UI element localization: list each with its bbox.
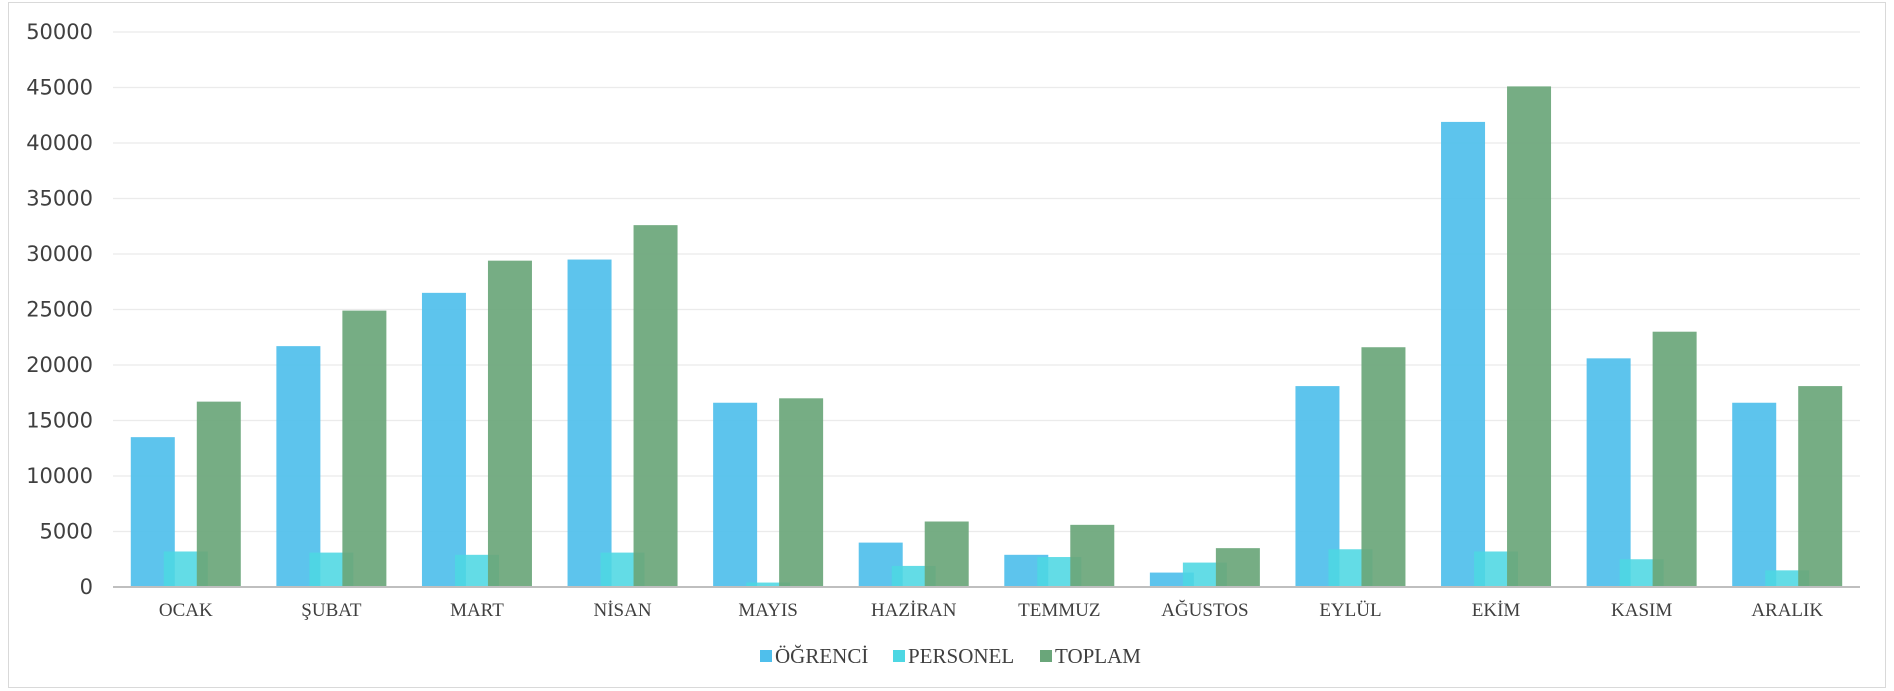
- bar-toplam: [487, 260, 532, 587]
- bar-toplam: [779, 398, 824, 587]
- bar-ogrenci: [421, 292, 466, 587]
- y-axis-ticks: 0 5000 10000 15000 20000 25000 30000 35000 40000…: [26, 20, 93, 599]
- y-tick-label: 50000: [26, 20, 93, 44]
- legend-item-toplam: TOPLAM: [1040, 644, 1141, 668]
- bar-toplam: [633, 225, 678, 587]
- legend-label: ÖĞRENCİ: [775, 644, 868, 668]
- bar-toplam: [1652, 331, 1697, 587]
- bar-toplam: [1798, 386, 1843, 587]
- x-tick-label: MART: [450, 600, 504, 621]
- x-tick-label: HAZİRAN: [871, 600, 957, 621]
- bar-toplam: [1507, 86, 1552, 587]
- bar-ogrenci: [1586, 358, 1631, 587]
- legend: ÖĞRENCİ PERSONEL TOPLAM: [760, 644, 1141, 668]
- x-tick-label: AĞUSTOS: [1161, 599, 1248, 621]
- gridlines: [113, 31, 1860, 533]
- x-tick-label: TEMMUZ: [1018, 600, 1100, 621]
- x-tick-label: EYLÜL: [1319, 600, 1381, 621]
- bar-ogrenci: [713, 402, 758, 587]
- bar-personel: [746, 582, 791, 587]
- bars: [130, 86, 1843, 587]
- y-tick-label: 20000: [26, 353, 93, 377]
- legend-label: PERSONEL: [908, 644, 1014, 668]
- bar-toplam: [1070, 524, 1115, 587]
- x-tick-label: EKİM: [1472, 600, 1521, 621]
- x-tick-label: ŞUBAT: [301, 600, 362, 621]
- legend-swatch: [893, 650, 905, 662]
- bar-toplam: [1361, 347, 1406, 587]
- y-tick-label: 0: [80, 575, 93, 599]
- x-tick-label: KASIM: [1611, 600, 1672, 621]
- y-tick-label: 40000: [26, 131, 93, 155]
- y-tick-label: 30000: [26, 242, 93, 266]
- bar-toplam: [1215, 548, 1260, 587]
- y-tick-label: 10000: [26, 464, 93, 488]
- y-tick-label: 5000: [40, 520, 93, 544]
- legend-item-ogrenci: ÖĞRENCİ: [760, 644, 868, 668]
- legend-swatch: [1040, 650, 1052, 662]
- x-tick-label: MAYIS: [738, 600, 798, 621]
- legend-item-personel: PERSONEL: [893, 644, 1014, 668]
- legend-label: TOPLAM: [1055, 644, 1141, 668]
- x-tick-label: OCAK: [159, 600, 213, 621]
- bar-toplam: [196, 401, 241, 587]
- x-tick-label: NİSAN: [594, 600, 652, 621]
- x-axis-ticks: OCAK ŞUBAT MART NİSAN MAYIS HAZİRAN TEMMUZ AĞUS…: [159, 599, 1823, 621]
- bar-ogrenci: [567, 259, 612, 587]
- y-tick-label: 25000: [26, 298, 93, 322]
- bar-ogrenci: [276, 346, 321, 587]
- y-tick-label: 15000: [26, 409, 93, 433]
- legend-swatch: [760, 650, 772, 662]
- y-tick-label: 35000: [26, 187, 93, 211]
- y-tick-label: 45000: [26, 76, 93, 100]
- bar-ogrenci: [1441, 121, 1486, 587]
- bar-toplam: [342, 310, 387, 587]
- bar-ogrenci: [1732, 402, 1777, 587]
- bar-toplam: [924, 521, 969, 587]
- x-tick-label: ARALIK: [1751, 600, 1823, 621]
